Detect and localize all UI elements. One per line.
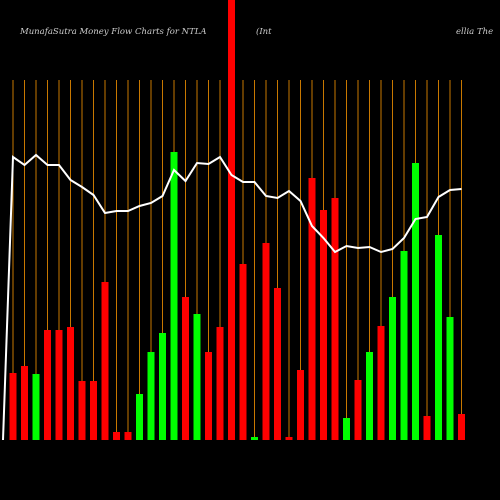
bar <box>44 330 51 440</box>
chart-subtitle: (Int <box>256 26 272 37</box>
bar <box>239 264 247 440</box>
bar <box>366 352 373 440</box>
bar <box>400 251 408 440</box>
bar <box>389 297 396 440</box>
bar <box>320 210 327 440</box>
bar <box>228 0 235 440</box>
bar <box>262 243 270 440</box>
bar <box>21 366 28 440</box>
bar <box>78 381 86 440</box>
bar <box>216 327 224 440</box>
bar <box>55 330 63 440</box>
bar <box>297 370 304 440</box>
bar <box>193 314 201 440</box>
bar <box>136 394 143 440</box>
chart-title: MunafaSutra Money Flow Charts for NTLA <box>19 27 207 37</box>
bar <box>170 152 178 440</box>
bar <box>274 288 281 440</box>
bar <box>446 317 454 440</box>
bar <box>423 416 431 440</box>
bar <box>147 352 155 440</box>
bar <box>435 235 442 440</box>
bar <box>90 381 97 440</box>
bar <box>124 432 132 440</box>
bar <box>9 373 17 440</box>
bar <box>182 297 189 440</box>
bar <box>331 198 339 440</box>
bar <box>354 380 362 440</box>
price-line <box>2 153 462 441</box>
bar <box>32 374 40 440</box>
chart-subtitle: ellia The <box>456 27 493 37</box>
bar <box>412 163 419 440</box>
bar <box>159 333 166 440</box>
bar <box>285 437 293 440</box>
bar <box>101 282 109 440</box>
bar <box>67 327 74 440</box>
bar <box>458 414 465 440</box>
bar <box>308 178 316 440</box>
bar <box>113 432 120 440</box>
bar <box>343 418 350 440</box>
bar <box>377 326 385 440</box>
bar <box>205 352 212 440</box>
bar <box>251 437 258 440</box>
